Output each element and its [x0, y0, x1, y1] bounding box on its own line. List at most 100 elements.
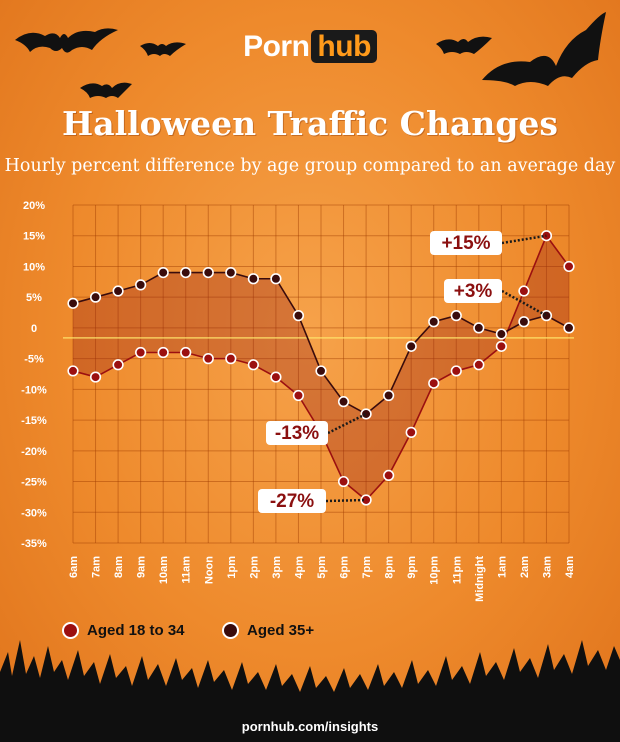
x-tick-label: 6am	[68, 556, 80, 578]
legend-swatch-35-plus	[222, 622, 239, 639]
data-point-18-34	[247, 359, 259, 371]
annotation-label: -13%	[275, 423, 319, 444]
y-tick-label: -30%	[21, 507, 47, 519]
annotation-label-bg	[266, 421, 328, 445]
x-tick-label: 9pm	[406, 556, 418, 579]
bat-icon	[436, 36, 492, 54]
brand-text-part2: hub	[311, 30, 377, 63]
page-title: Halloween Traffic Changes	[62, 104, 558, 143]
data-point-35-plus	[270, 273, 282, 285]
data-point-35-plus	[360, 408, 372, 420]
annotation-label: +15%	[441, 233, 490, 254]
x-tick-label: 8pm	[384, 556, 396, 579]
area-between-series	[73, 235, 569, 500]
data-point-18-34	[135, 346, 147, 359]
bat-icon	[140, 42, 186, 56]
x-tick-label: 3pm	[271, 556, 283, 579]
annotation-label: -27%	[270, 491, 314, 512]
y-tick-label: 0	[31, 323, 37, 335]
data-point-35-plus	[337, 396, 350, 408]
y-tick-label: 5%	[26, 292, 42, 304]
data-point-35-plus	[495, 328, 507, 340]
x-tick-label: 11am	[181, 556, 193, 584]
annotation-leader-line	[501, 289, 548, 317]
y-tick-label: -5%	[24, 354, 44, 366]
data-point-18-34	[292, 389, 305, 402]
page-subtitle: Hourly percent difference by age group c…	[4, 156, 616, 176]
data-point-35-plus	[518, 316, 530, 328]
data-point-18-34	[202, 353, 214, 365]
grass-silhouette	[0, 640, 620, 742]
data-point-35-plus	[383, 389, 395, 402]
legend-label-18-34: Aged 18 to 34	[87, 622, 185, 639]
data-point-35-plus	[157, 267, 169, 279]
x-tick-label: Noon	[203, 556, 215, 584]
data-point-18-34	[495, 340, 507, 352]
data-point-18-34	[337, 475, 350, 488]
data-point-18-34	[450, 365, 462, 377]
data-point-35-plus	[315, 365, 327, 377]
data-point-35-plus	[112, 285, 124, 297]
annotation-label-bg	[430, 231, 502, 255]
legend-item-35-plus: Aged 35+	[222, 622, 314, 639]
x-tick-label: 4pm	[293, 556, 305, 579]
data-point-35-plus	[292, 310, 305, 322]
bat-icon	[482, 12, 606, 86]
data-point-18-34	[428, 377, 440, 389]
data-point-35-plus	[450, 310, 462, 322]
data-point-35-plus	[540, 310, 553, 322]
data-point-18-34	[473, 359, 485, 371]
bat-icon	[80, 82, 132, 98]
x-tick-label: 7pm	[361, 556, 373, 579]
x-tick-label: 6pm	[339, 556, 351, 579]
data-point-18-34	[225, 353, 237, 365]
data-point-35-plus	[473, 322, 485, 334]
x-tick-label: 11pm	[451, 556, 463, 584]
y-tick-label: 20%	[23, 200, 45, 212]
data-point-35-plus	[135, 279, 147, 291]
data-point-35-plus	[563, 322, 575, 334]
annotation-leader-line	[325, 498, 367, 503]
data-point-18-34	[383, 469, 395, 482]
data-point-35-plus	[89, 291, 102, 303]
x-tick-label: 1pm	[226, 556, 238, 579]
x-tick-label: 3am	[541, 556, 553, 578]
annotation-label-bg	[444, 279, 502, 303]
annotation-label: +3%	[454, 281, 493, 302]
y-tick-label: -35%	[21, 538, 47, 550]
data-point-18-34	[157, 346, 169, 359]
data-point-18-34	[563, 260, 575, 273]
data-point-18-34	[67, 365, 79, 377]
data-point-35-plus	[67, 297, 79, 309]
data-point-35-plus	[247, 273, 259, 285]
footer-url: pornhub.com/insights	[241, 719, 379, 734]
data-point-35-plus	[428, 316, 440, 328]
x-tick-label: 2pm	[248, 556, 260, 579]
x-tick-label: 10am	[158, 556, 170, 584]
brand-text-part1: Porn	[243, 30, 310, 63]
legend-swatch-18-34	[62, 622, 79, 639]
x-tick-label: 5pm	[316, 556, 328, 579]
y-tick-label: 15%	[23, 231, 45, 243]
annotation-leader-line	[501, 234, 547, 245]
annotation-label-bg	[258, 489, 326, 513]
x-tick-label: 7am	[91, 556, 103, 578]
legend-item-18-34: Aged 18 to 34	[62, 622, 185, 639]
data-point-35-plus	[405, 340, 417, 352]
x-tick-label: 4am	[564, 556, 576, 578]
data-point-18-34	[89, 371, 102, 383]
data-point-35-plus	[225, 267, 237, 279]
y-tick-label: -20%	[21, 446, 47, 458]
annotation-leader-line	[327, 412, 367, 435]
data-point-18-34	[518, 285, 530, 297]
data-point-18-34	[270, 371, 282, 383]
y-tick-label: -10%	[21, 384, 47, 396]
x-tick-label: 2am	[519, 556, 531, 578]
data-point-35-plus	[202, 267, 214, 279]
x-tick-label: Midnight	[474, 556, 486, 602]
data-point-18-34	[180, 346, 192, 359]
x-tick-label: 10pm	[429, 556, 441, 585]
y-tick-label: -25%	[21, 477, 47, 489]
